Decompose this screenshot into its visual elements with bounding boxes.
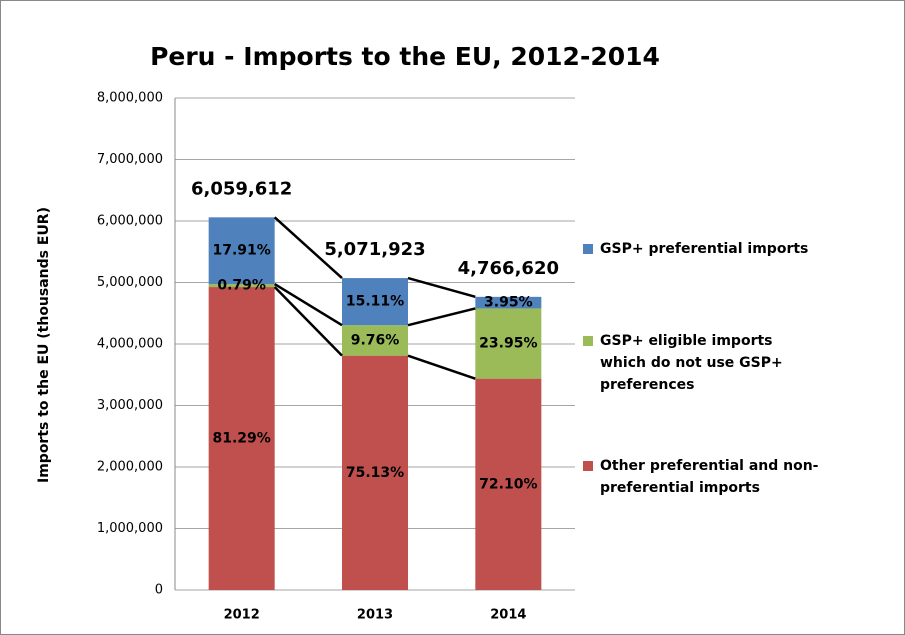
legend-swatch: [583, 244, 593, 254]
data-label: 75.13%: [346, 465, 404, 481]
data-label: 81.29%: [213, 431, 271, 447]
bar-segment: [208, 284, 275, 288]
data-label: 72.10%: [479, 476, 537, 492]
total-label: 5,071,923: [324, 239, 425, 260]
legend-label: GSP+ eligible imports which do not use G…: [600, 333, 783, 393]
y-tick-label: 0: [155, 583, 163, 598]
bar-segment: [342, 325, 408, 356]
y-tick-label: 7,000,000: [97, 152, 163, 167]
y-tick-label: 2,000,000: [97, 460, 163, 475]
y-tick-label: 3,000,000: [97, 398, 163, 413]
y-tick-label: 4,000,000: [97, 337, 163, 352]
bar-segment: [475, 296, 542, 309]
bar-segment: [342, 278, 408, 326]
y-axis-label: Imports to the EU (thousands EUR): [36, 207, 52, 483]
connector: [407, 307, 476, 327]
bar-segment: [208, 287, 275, 590]
bar-segment: [475, 308, 542, 379]
data-label: 9.76%: [351, 332, 400, 348]
data-label: 3.95%: [484, 295, 533, 311]
data-label: 15.11%: [346, 294, 404, 310]
bar-segment: [208, 217, 275, 285]
bar-segment: [342, 355, 408, 590]
y-tick-label: 6,000,000: [97, 214, 163, 229]
x-tick-label: 2013: [357, 608, 393, 623]
legend-swatch: [583, 461, 593, 471]
x-tick-label: 2012: [224, 608, 260, 623]
legend-label: GSP+ preferential imports: [600, 241, 809, 257]
y-tick-label: 8,000,000: [97, 91, 163, 106]
bar-segment: [475, 378, 542, 590]
connector: [273, 216, 343, 280]
y-tick-label: 1,000,000: [97, 521, 163, 536]
legend-label: Other preferential and non-preferential …: [600, 458, 819, 496]
connector: [407, 276, 476, 299]
total-label: 4,766,620: [458, 258, 559, 279]
connector: [273, 286, 343, 357]
x-tick-label: 2014: [490, 608, 526, 623]
legend-swatch: [583, 336, 593, 346]
connector: [274, 283, 343, 327]
chart-title: Peru - Imports to the EU, 2012-2014: [150, 42, 660, 71]
data-label: 17.91%: [213, 243, 271, 259]
data-label: 0.79%: [217, 278, 266, 294]
y-tick-label: 5,000,000: [97, 275, 163, 290]
data-label: 23.95%: [479, 336, 537, 352]
connector: [407, 354, 476, 380]
total-label: 6,059,612: [191, 178, 292, 199]
